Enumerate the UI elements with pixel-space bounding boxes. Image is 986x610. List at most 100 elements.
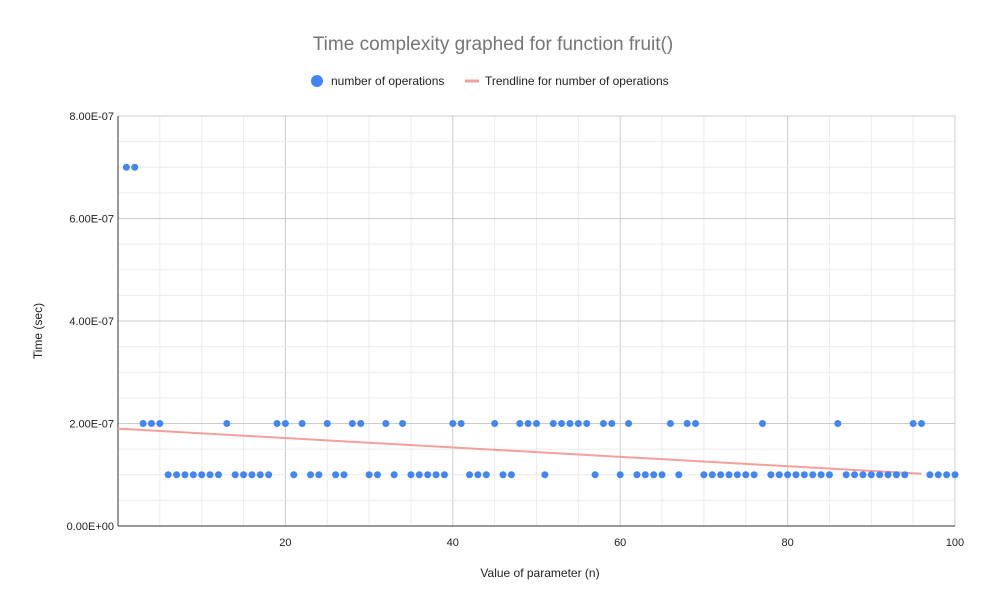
data-point xyxy=(499,471,507,479)
data-point xyxy=(859,471,867,479)
data-point xyxy=(315,471,323,479)
data-point xyxy=(265,471,273,479)
data-point xyxy=(507,471,515,479)
data-point xyxy=(457,420,465,427)
data-point xyxy=(223,420,231,427)
legend-label-trendline: Trendline for number of operations xyxy=(485,74,669,88)
y-tick-label: 0.00E+00 xyxy=(67,521,114,533)
data-point xyxy=(708,471,716,479)
y-tick-label: 8.00E-07 xyxy=(69,111,114,123)
data-point xyxy=(231,471,239,479)
data-point xyxy=(733,471,741,479)
data-point xyxy=(214,471,222,479)
data-point xyxy=(683,420,691,427)
data-point xyxy=(307,471,315,479)
data-point xyxy=(951,471,959,479)
data-point xyxy=(591,471,599,479)
data-point xyxy=(717,471,725,479)
data-point xyxy=(892,471,900,479)
data-point xyxy=(901,471,909,479)
data-point xyxy=(867,471,875,479)
data-point xyxy=(934,471,942,479)
data-point xyxy=(348,420,356,427)
data-point xyxy=(122,163,130,171)
data-point xyxy=(549,420,557,427)
tick-labels: 20 40 60 80 100 0.00E+00 2.00E-07 4.00E-07 6.00E… xyxy=(67,111,965,549)
data-point xyxy=(290,471,298,479)
data-point xyxy=(173,471,181,479)
data-point xyxy=(641,471,649,479)
data-point xyxy=(834,420,842,427)
data-point xyxy=(926,471,934,479)
data-point xyxy=(876,471,884,479)
data-point xyxy=(298,420,306,427)
x-axis-label: Value of parameter (n) xyxy=(480,566,599,580)
data-point xyxy=(943,471,951,479)
data-point xyxy=(784,471,792,479)
data-point xyxy=(800,471,808,479)
data-point xyxy=(164,471,172,479)
data-point xyxy=(373,471,381,479)
data-point xyxy=(825,471,833,479)
data-point xyxy=(482,471,490,479)
data-point xyxy=(198,471,206,479)
data-point xyxy=(131,163,139,171)
data-point xyxy=(466,471,474,479)
data-point xyxy=(692,420,700,427)
data-point xyxy=(566,420,574,427)
data-point xyxy=(340,471,348,479)
chart-title: Time complexity graphed for function fru… xyxy=(313,34,673,55)
data-point xyxy=(399,420,407,427)
data-point xyxy=(608,420,616,427)
data-point xyxy=(625,420,633,427)
trendline xyxy=(117,427,922,475)
data-point xyxy=(323,420,331,427)
data-point xyxy=(541,471,549,479)
x-tick-label: 80 xyxy=(781,537,793,549)
data-point xyxy=(206,471,214,479)
data-point xyxy=(365,471,373,479)
data-point xyxy=(273,420,281,427)
data-point xyxy=(432,471,440,479)
data-point xyxy=(666,420,674,427)
data-point xyxy=(147,420,155,427)
data-point xyxy=(240,471,248,479)
data-point xyxy=(851,471,859,479)
data-point xyxy=(256,471,264,479)
data-point xyxy=(725,471,733,479)
y-axis-label: Time (sec) xyxy=(31,303,45,359)
data-point xyxy=(516,420,524,427)
x-tick-label: 20 xyxy=(279,537,291,549)
x-tick-label: 100 xyxy=(946,537,964,549)
data-point xyxy=(616,471,624,479)
data-point xyxy=(817,471,825,479)
axes xyxy=(117,116,955,527)
legend: number of operations Trendline for numbe… xyxy=(311,74,669,88)
data-point xyxy=(758,420,766,427)
data-point xyxy=(189,471,197,479)
y-tick-label: 6.00E-07 xyxy=(69,214,114,226)
data-point xyxy=(675,471,683,479)
data-point xyxy=(700,471,708,479)
x-tick-label: 60 xyxy=(614,537,626,549)
data-point xyxy=(491,420,499,427)
data-point xyxy=(909,420,917,427)
data-point xyxy=(390,471,398,479)
legend-marker-operations xyxy=(311,75,323,87)
data-point xyxy=(332,471,340,479)
data-point xyxy=(809,471,817,479)
data-point xyxy=(633,471,641,479)
data-point xyxy=(884,471,892,479)
data-point xyxy=(424,471,432,479)
data-point xyxy=(533,420,540,427)
data-point xyxy=(449,420,457,427)
legend-label-operations: number of operations xyxy=(331,74,444,88)
data-point xyxy=(574,420,582,427)
data-point xyxy=(558,420,566,427)
data-points xyxy=(122,163,959,479)
data-point xyxy=(524,420,532,427)
data-point xyxy=(415,471,423,479)
data-point xyxy=(767,471,775,479)
data-point xyxy=(583,420,591,427)
